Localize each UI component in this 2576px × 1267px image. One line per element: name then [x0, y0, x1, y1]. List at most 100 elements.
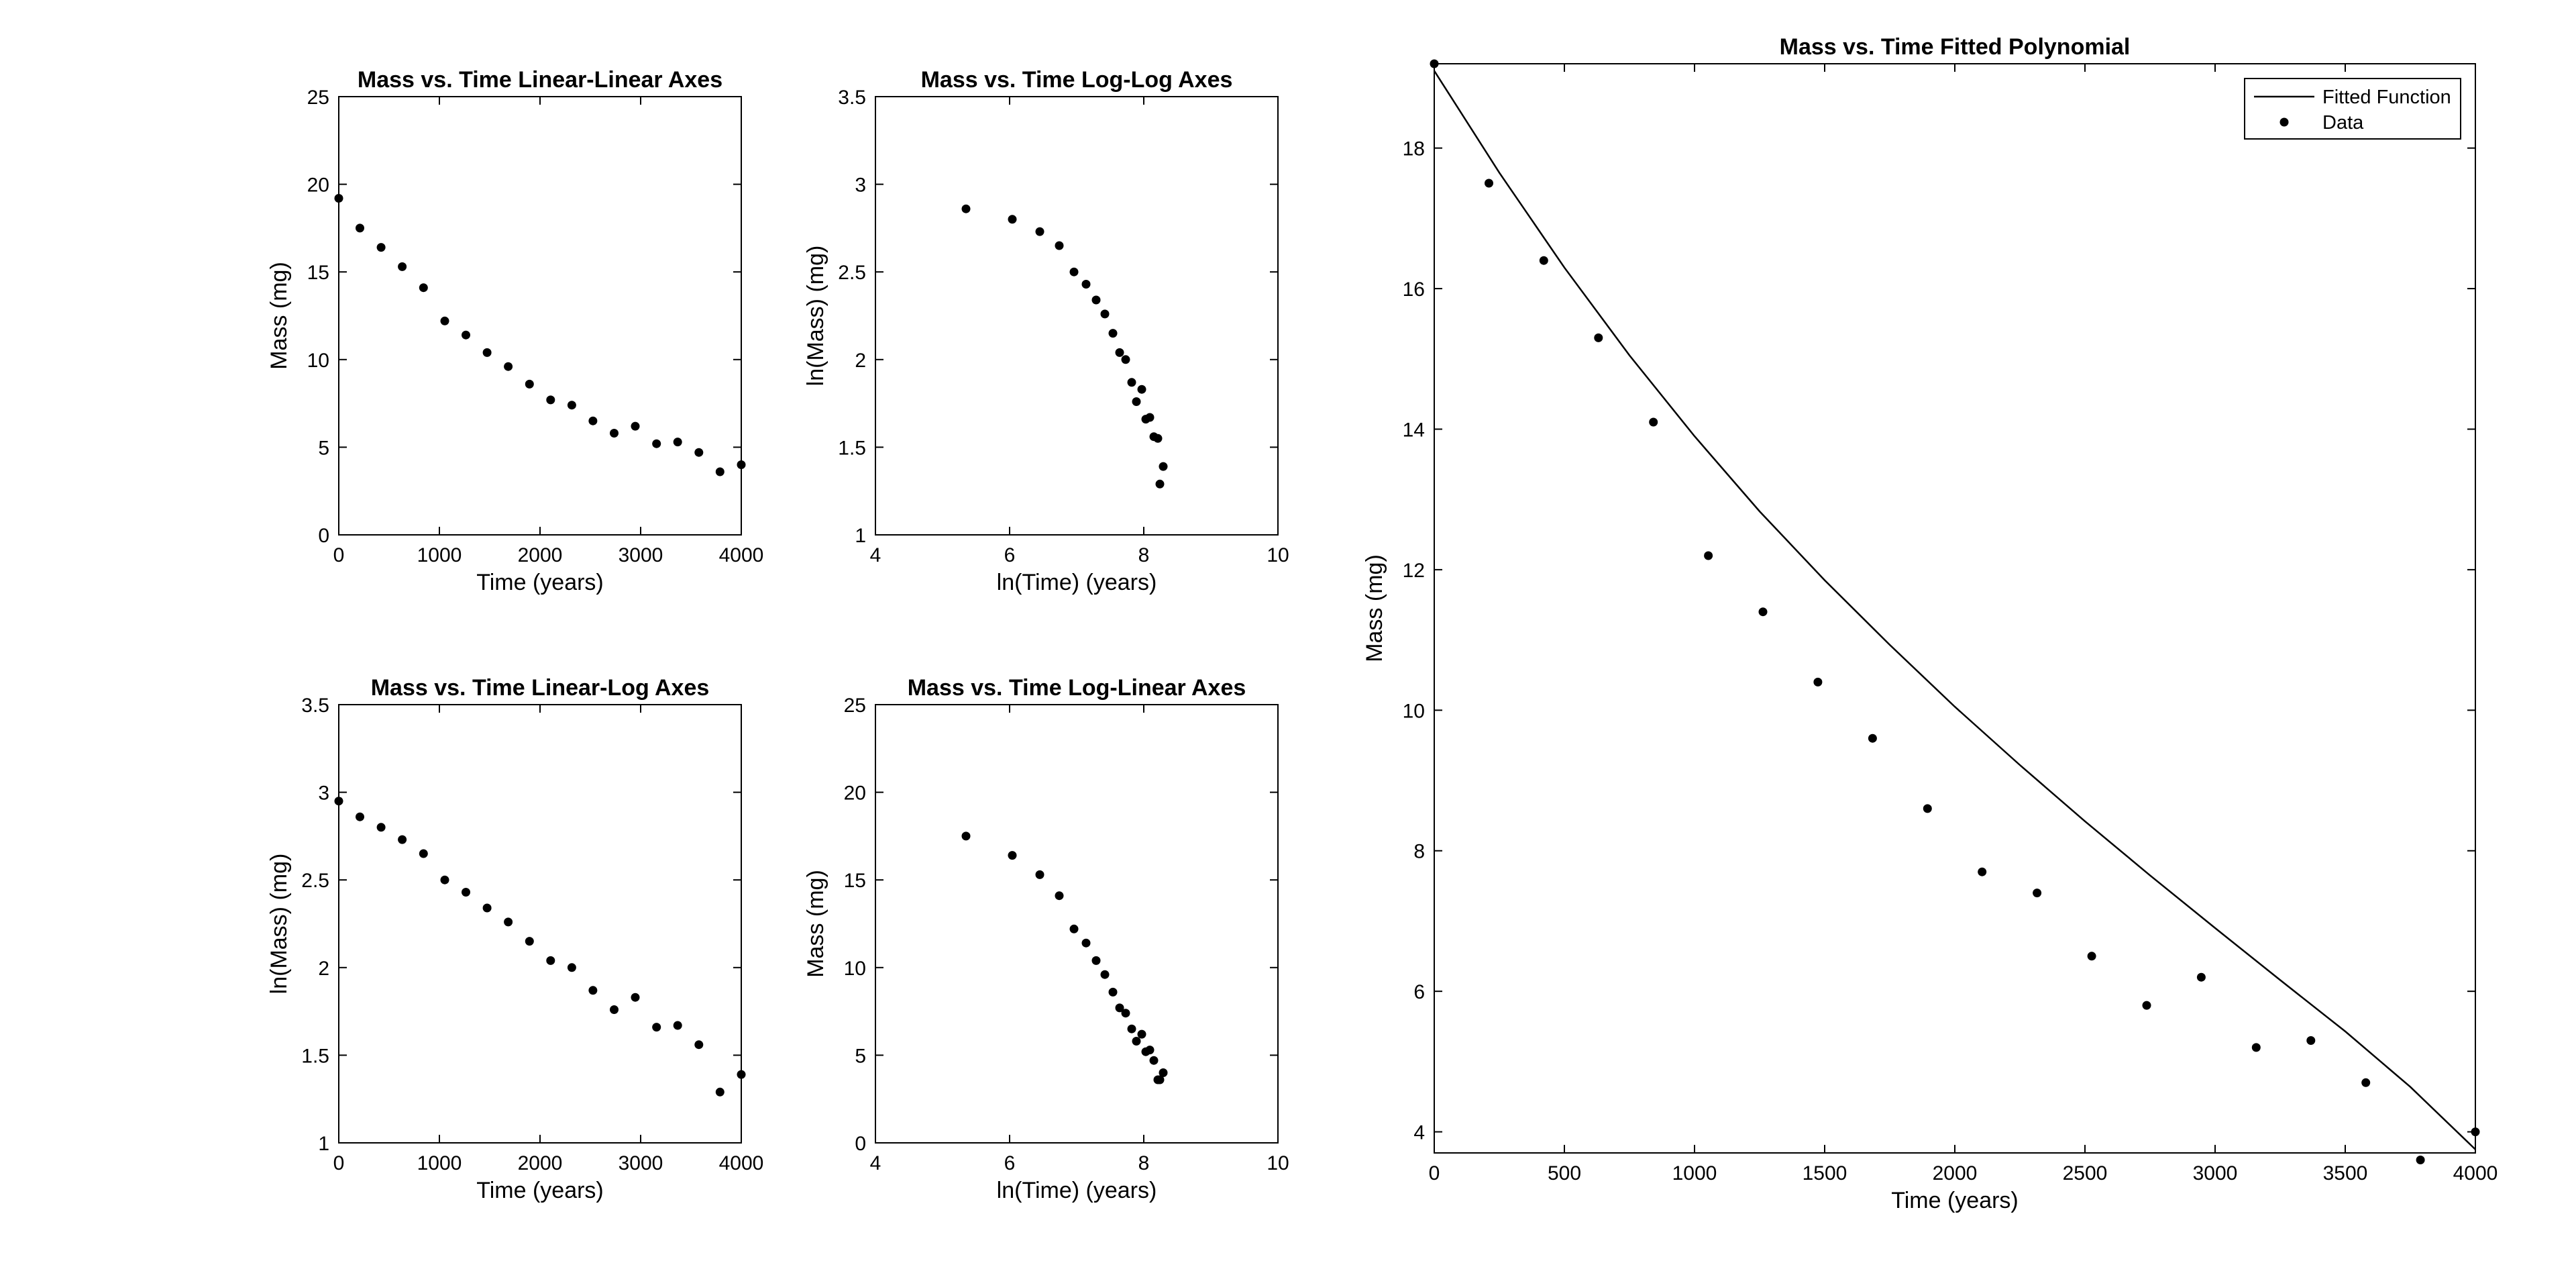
y-tick-label: 3: [318, 782, 329, 805]
x-tick-label: 1500: [1803, 1162, 1847, 1184]
y-tick-label: 16: [1403, 278, 1425, 301]
chart-log-log: 4 6 8 10 1 1.5 2 2.5 3 3.5 Mass vs. Time Log-Log A…: [803, 67, 1289, 595]
x-tick-label: 4000: [719, 544, 764, 566]
data-point: [673, 1021, 682, 1030]
y-tick-label: 25: [844, 695, 866, 717]
x-axis-label: ln(Time) (years): [997, 570, 1157, 595]
y-tick-label: 18: [1403, 138, 1425, 160]
data-point: [1127, 1024, 1136, 1033]
data-point: [652, 1023, 661, 1032]
y-axis-label: Mass (mg): [266, 262, 292, 370]
data-point: [1923, 804, 1932, 813]
y-tick-label: 14: [1403, 419, 1425, 441]
data-point: [462, 888, 470, 897]
chart-title: Mass vs. Time Fitted Polynomial: [1780, 34, 2131, 60]
data-point: [1035, 227, 1044, 236]
y-tick-label: 6: [1413, 981, 1425, 1003]
data-point: [1115, 1003, 1124, 1013]
data-point: [2306, 1036, 2316, 1045]
data-point: [1108, 987, 1118, 997]
y-tick-label: 10: [1403, 700, 1425, 722]
data-point: [1008, 215, 1017, 224]
data-point: [1155, 479, 1165, 489]
chart-title: Mass vs. Time Log-Linear Axes: [908, 675, 1246, 701]
y-tick-label: 5: [318, 437, 329, 459]
x-tick-label: 1000: [417, 1152, 462, 1174]
data-point: [1758, 607, 1768, 617]
data-point: [694, 448, 704, 457]
y-tick-label: 2: [855, 350, 866, 372]
data-point: [334, 797, 343, 806]
data-point: [2142, 1001, 2151, 1010]
y-tick-label: 1.5: [301, 1045, 329, 1067]
x-tick-label: 4: [870, 544, 881, 566]
legend-entry-label: Data: [2322, 112, 2364, 134]
data-point: [1159, 462, 1168, 471]
x-tick-label: 0: [333, 1152, 345, 1174]
x-axis-label: Time (years): [476, 1178, 604, 1203]
data-point: [1132, 1037, 1141, 1046]
chart-title: Mass vs. Time Linear-Linear Axes: [358, 67, 722, 93]
y-axis-label: Mass (mg): [1362, 554, 1387, 662]
data-point: [1159, 1068, 1168, 1077]
x-tick-label: 6: [1004, 1152, 1016, 1174]
data-point: [2087, 952, 2096, 961]
data-point: [961, 204, 971, 213]
y-tick-label: 20: [307, 174, 329, 197]
data-point: [715, 467, 724, 476]
data-point: [1008, 851, 1017, 860]
data-point: [1069, 267, 1079, 276]
data-point: [961, 831, 971, 841]
data-point: [1145, 1046, 1155, 1055]
y-tick-label: 2.5: [301, 870, 329, 892]
legend-dot-swatch: [2279, 117, 2289, 127]
y-tick-label: 20: [844, 782, 866, 805]
x-tick-label: 10: [1267, 544, 1289, 566]
data-point: [1115, 348, 1124, 357]
chart-title: Mass vs. Time Log-Log Axes: [921, 67, 1233, 93]
y-tick-label: 0: [855, 1133, 866, 1155]
data-point: [462, 330, 470, 340]
data-point: [440, 875, 449, 884]
data-point: [482, 348, 492, 357]
x-tick-label: 2000: [1933, 1162, 1978, 1184]
data-point: [1091, 956, 1101, 965]
data-point: [1813, 677, 1823, 687]
x-tick-label: 3000: [2193, 1162, 2238, 1184]
data-point: [356, 812, 364, 821]
data-point: [356, 223, 364, 233]
x-tick-label: 1000: [1672, 1162, 1717, 1184]
x-tick-label: 3000: [619, 1152, 663, 1174]
data-point: [1704, 551, 1713, 560]
data-point: [504, 917, 513, 927]
y-tick-label: 25: [307, 87, 329, 109]
data-point: [2196, 972, 2206, 982]
data-point: [525, 937, 534, 946]
data-point: [1149, 1056, 1159, 1065]
y-axis-label: ln(Mass) (mg): [266, 854, 292, 995]
data-point: [1594, 333, 1603, 342]
data-point: [398, 835, 407, 844]
data-point: [1055, 891, 1064, 901]
data-point: [1539, 256, 1548, 265]
axes-box: [875, 96, 1279, 536]
y-tick-label: 10: [307, 350, 329, 372]
data-point: [504, 362, 513, 371]
y-tick-label: 3.5: [838, 87, 866, 109]
data-point: [2033, 889, 2042, 898]
x-tick-label: 3500: [2323, 1162, 2368, 1184]
x-tick-label: 2000: [518, 1152, 563, 1174]
y-tick-label: 15: [844, 870, 866, 892]
data-point: [673, 438, 682, 447]
x-tick-label: 8: [1138, 544, 1150, 566]
y-tick-label: 3: [855, 174, 866, 197]
x-tick-label: 3000: [619, 544, 663, 566]
data-point: [631, 993, 640, 1002]
data-point: [482, 903, 492, 913]
data-point: [737, 460, 746, 469]
data-point: [1153, 434, 1163, 443]
data-point: [1121, 1009, 1130, 1018]
data-point: [2416, 1156, 2425, 1164]
